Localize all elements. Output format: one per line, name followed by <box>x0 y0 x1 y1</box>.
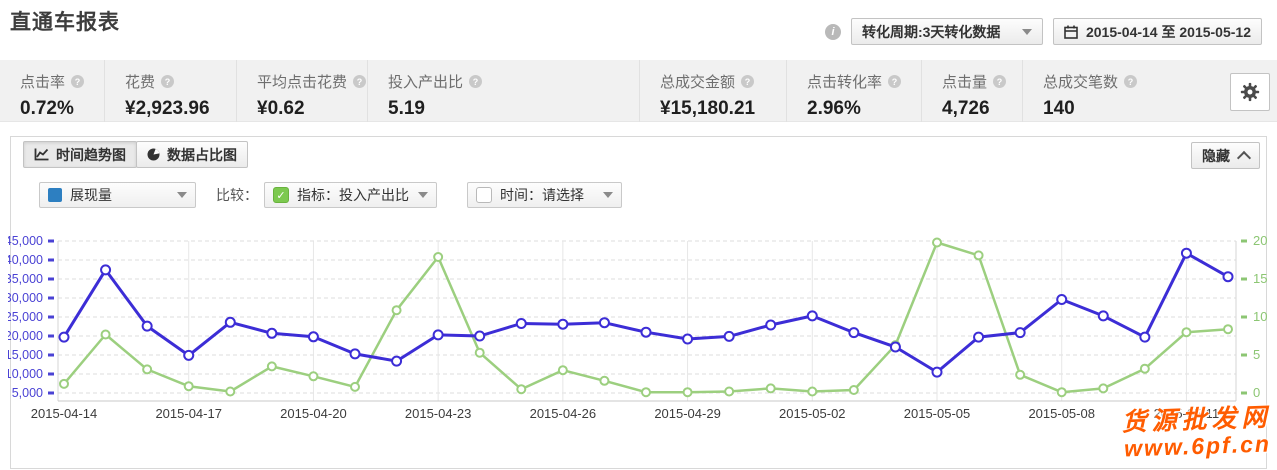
kpi-stats-strip: 点击率? 0.72% 花费? ¥2,923.96 平均点击花费? ¥0.62 投… <box>0 60 1277 122</box>
svg-text:15,000: 15,000 <box>8 348 43 362</box>
conversion-period-dropdown[interactable]: 转化周期:3天转化数据 <box>850 18 1043 45</box>
svg-text:2015-04-29: 2015-04-29 <box>654 406 721 421</box>
stat-value: 2.96% <box>807 98 861 119</box>
settings-button[interactable] <box>1230 73 1270 111</box>
stat-value: 0.72% <box>20 98 74 119</box>
caret-down-icon <box>418 192 428 198</box>
stat-value: 4,726 <box>942 98 990 119</box>
caret-down-icon <box>603 192 613 198</box>
svg-text:25,000: 25,000 <box>8 310 43 324</box>
tab-label: 时间趋势图 <box>56 146 126 163</box>
stat-click-conversion-rate: 点击转化率? 2.96% <box>787 60 922 122</box>
svg-text:2015-05-02: 2015-05-02 <box>779 406 846 421</box>
svg-text:2015-05-08: 2015-05-08 <box>1028 406 1095 421</box>
y-axis-left: 45,000 40,000 35,000 30,000 25,000 20,000 15,0… <box>8 234 54 400</box>
svg-text:45,000: 45,000 <box>8 234 43 248</box>
svg-text:35,000: 35,000 <box>8 272 43 286</box>
stat-label: 点击量 <box>942 74 988 91</box>
stat-label: 投入产出比 <box>388 74 464 91</box>
calendar-icon <box>1064 25 1078 39</box>
help-icon[interactable]: ? <box>161 75 175 88</box>
svg-text:40,000: 40,000 <box>8 253 43 267</box>
stat-label: 平均点击花费 <box>257 74 348 91</box>
hide-button-label: 隐藏 <box>1202 147 1230 164</box>
stat-label: 点击转化率 <box>807 74 883 91</box>
date-range-label: 2015-04-14 至 2015-05-12 <box>1085 23 1251 40</box>
svg-text:5,000: 5,000 <box>12 386 43 400</box>
line-chart-icon <box>34 148 49 161</box>
compare-label: 比较： <box>216 187 258 203</box>
stat-total-transaction-amount: 总成交金额? ¥15,180.21 <box>640 60 787 122</box>
svg-text:10: 10 <box>1253 309 1267 324</box>
stat-avg-click-cost: 平均点击花费? ¥0.62 <box>237 60 368 122</box>
trend-chart[interactable]: 45,000 40,000 35,000 30,000 25,000 20,000 15,0… <box>8 229 1270 425</box>
metric-select[interactable]: 展现量 <box>39 182 196 208</box>
help-icon[interactable]: ? <box>888 75 902 88</box>
help-icon[interactable]: ? <box>1124 75 1138 88</box>
gear-icon <box>1240 82 1260 102</box>
stat-value: 5.19 <box>388 98 425 119</box>
help-icon[interactable]: ? <box>993 75 1007 88</box>
tab-label: 数据占比图 <box>167 146 237 163</box>
stat-value: ¥0.62 <box>257 98 305 119</box>
caret-down-icon <box>1021 28 1032 35</box>
date-range-picker[interactable]: 2015-04-14 至 2015-05-12 <box>1052 18 1262 45</box>
indicator-checkbox[interactable]: ✓ <box>273 187 289 203</box>
svg-text:2015-05-11: 2015-05-11 <box>1154 406 1220 421</box>
stat-clicks: 点击量? 4,726 <box>922 60 1023 122</box>
y-axis-right: 20 15 10 5 0 <box>1241 233 1267 400</box>
time-select-label: 时间：请选择 <box>500 187 584 203</box>
tab-time-trend[interactable]: 时间趋势图 <box>23 141 137 168</box>
help-icon[interactable]: ? <box>71 75 85 88</box>
stat-click-rate: 点击率? 0.72% <box>0 60 105 122</box>
time-checkbox[interactable] <box>476 187 492 203</box>
svg-text:0: 0 <box>1253 385 1260 400</box>
caret-down-icon <box>177 192 187 198</box>
help-icon[interactable]: ? <box>469 75 483 88</box>
stat-label: 总成交笔数 <box>1043 74 1119 91</box>
pie-chart-icon <box>147 148 160 161</box>
page-title: 直通车报表 <box>10 11 120 34</box>
help-icon[interactable]: ? <box>741 75 755 88</box>
indicator-select[interactable]: ✓ 指标：投入产出比 <box>264 182 437 208</box>
svg-text:2015-04-17: 2015-04-17 <box>155 406 222 421</box>
stat-label: 点击率 <box>20 74 66 91</box>
svg-text:2015-04-23: 2015-04-23 <box>405 406 472 421</box>
header-controls: i 转化周期:3天转化数据 2015-04-14 至 2015-05-12 <box>824 18 1262 45</box>
x-axis-labels: 2015-04-14 2015-04-17 2015-04-20 2015-04-23… <box>31 406 1219 421</box>
svg-text:15: 15 <box>1253 271 1267 286</box>
metric-select-label: 展现量 <box>70 187 112 203</box>
svg-text:2015-04-14: 2015-04-14 <box>31 406 98 421</box>
chevron-up-icon <box>1236 150 1252 165</box>
stat-cost: 花费? ¥2,923.96 <box>105 60 237 122</box>
stat-value: 140 <box>1043 98 1075 119</box>
svg-text:2015-05-05: 2015-05-05 <box>904 406 971 421</box>
tab-data-proportion[interactable]: 数据占比图 <box>136 141 248 168</box>
svg-text:20,000: 20,000 <box>8 329 43 343</box>
svg-text:30,000: 30,000 <box>8 291 43 305</box>
stat-label: 总成交金额 <box>660 74 736 91</box>
stat-label: 花费 <box>125 74 156 91</box>
svg-text:2015-04-26: 2015-04-26 <box>530 406 597 421</box>
chart-controls: 展现量 比较： ✓ 指标：投入产出比 时间：请选择 <box>39 182 622 208</box>
info-icon[interactable]: i <box>824 23 841 40</box>
stat-roi: 投入产出比? 5.19 <box>368 60 640 122</box>
chart-tabs: 时间趋势图 数据占比图 <box>23 141 248 168</box>
help-icon[interactable]: ? <box>353 75 367 88</box>
stat-total-orders: 总成交笔数? 140 <box>1023 60 1230 122</box>
stat-value: ¥15,180.21 <box>660 98 756 119</box>
series-color-swatch <box>48 188 62 202</box>
series-展现量 <box>58 247 1234 378</box>
indicator-select-label: 指标：投入产出比 <box>297 187 409 203</box>
svg-text:10,000: 10,000 <box>8 367 43 381</box>
time-compare-select[interactable]: 时间：请选择 <box>467 182 622 208</box>
svg-text:2015-04-20: 2015-04-20 <box>280 406 347 421</box>
conversion-period-label: 转化周期:3天转化数据 <box>861 23 1001 40</box>
svg-text:20: 20 <box>1253 233 1267 248</box>
hide-button[interactable]: 隐藏 <box>1191 142 1260 169</box>
svg-text:5: 5 <box>1253 347 1260 362</box>
stat-value: ¥2,923.96 <box>125 98 210 119</box>
